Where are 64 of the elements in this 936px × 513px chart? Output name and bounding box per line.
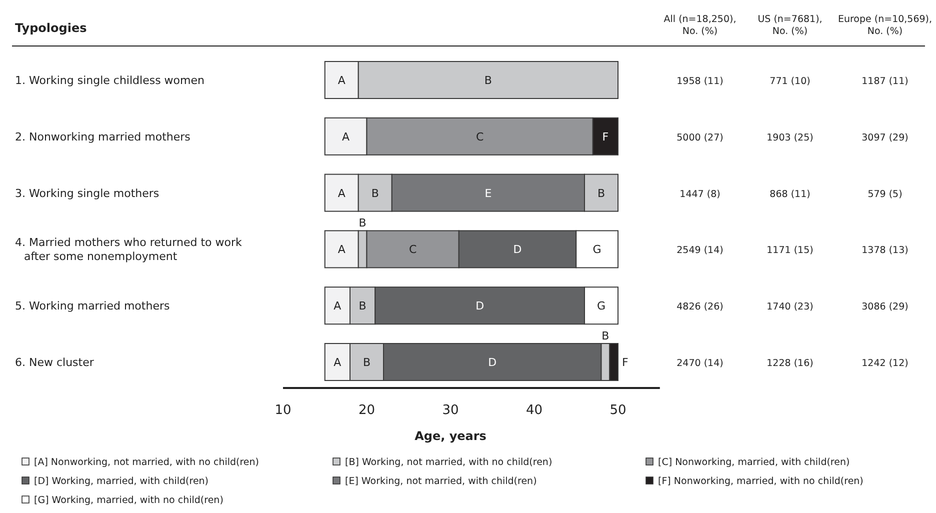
data-label: B	[371, 186, 379, 200]
data-label: G	[596, 300, 606, 313]
x-tick-label: 40	[526, 403, 543, 418]
legend-label: [D] Working, married, with child(ren)	[34, 476, 209, 487]
legend-label: [E] Working, not married, with child(ren)	[345, 476, 537, 487]
text: 1242 (12)	[862, 358, 908, 369]
text: All (n=18,250), No. (%)	[664, 14, 736, 37]
text: 1171 (15)	[766, 245, 814, 256]
y-tick-label: 6. New cluster	[15, 356, 94, 369]
y-tick-label: 2. Nonworking married mothers	[15, 130, 191, 144]
y-tick-label: 3. Working single mothers	[15, 186, 160, 200]
text: 5000 (27)	[676, 132, 724, 144]
data-label: A	[334, 300, 342, 313]
x-tick-label: 50	[610, 403, 626, 418]
data-label: B	[358, 300, 366, 313]
text: 1187 (11)	[862, 76, 908, 87]
data-label: A	[338, 74, 346, 87]
data-label: D	[513, 243, 522, 256]
text: 1740 (23)	[766, 302, 814, 313]
data-label: D	[488, 356, 497, 369]
data-label: B	[484, 74, 492, 87]
legend-label: [A] Nonworking, not married, with no child(ren)	[34, 457, 259, 468]
legend-label: [F] Nonworking, married, with no child(ren)	[658, 476, 864, 487]
data-label: G	[592, 243, 602, 256]
data-label: E	[484, 186, 492, 200]
text: 1228 (16)	[766, 358, 814, 369]
text: 579 (5)	[868, 188, 902, 200]
x-tick-label: 10	[274, 403, 292, 418]
text: 2470 (14)	[676, 358, 724, 369]
data-label: A	[338, 243, 346, 256]
text: 1447 (8)	[680, 188, 720, 200]
text: 1378 (13)	[862, 245, 908, 256]
data-label: F	[622, 356, 628, 369]
x-axis-title: Age, years	[414, 429, 486, 443]
data-label: A	[338, 186, 346, 200]
data-label: F	[602, 130, 609, 144]
text: 3086 (29)	[862, 302, 908, 313]
data-label: B	[597, 186, 606, 200]
data-label: D	[476, 300, 484, 313]
text: 868 (11)	[770, 188, 810, 200]
data-label: A	[334, 356, 342, 369]
y-tick-label: 1. Working single childless women	[15, 74, 205, 87]
data-label: B	[602, 330, 610, 342]
data-label: B	[362, 356, 371, 369]
text: US (n=7681), No. (%)	[758, 14, 822, 37]
text: 1903 (25)	[766, 132, 814, 144]
text: 771 (10)	[770, 76, 810, 87]
legend-label: [B] Working, not married, with no child(ren)	[345, 457, 552, 468]
legend-label: [C] Nonworking, married, with child(ren)	[658, 457, 850, 468]
y-tick-label: 5. Working married mothers	[15, 300, 170, 313]
y-axis-title: Typologies	[15, 21, 87, 35]
legend-label: [G] Working, married, with no child(ren)	[34, 495, 224, 506]
text: 3097 (29)	[862, 132, 908, 144]
data-label: C	[476, 130, 484, 144]
data-label: B	[358, 216, 366, 230]
text: 1958 (11)	[676, 76, 724, 87]
x-tick-label: 20	[358, 403, 376, 418]
text: Europe (n=10,569), No. (%)	[838, 14, 932, 37]
data-label: C	[408, 243, 417, 256]
text: 2549 (14)	[676, 245, 724, 256]
y-tick-label: 4. Married mothers who returned to work after some nonemployment	[15, 236, 242, 264]
text: 4826 (26)	[676, 302, 724, 313]
x-tick-label: 30	[442, 403, 459, 418]
data-label: A	[342, 130, 350, 144]
